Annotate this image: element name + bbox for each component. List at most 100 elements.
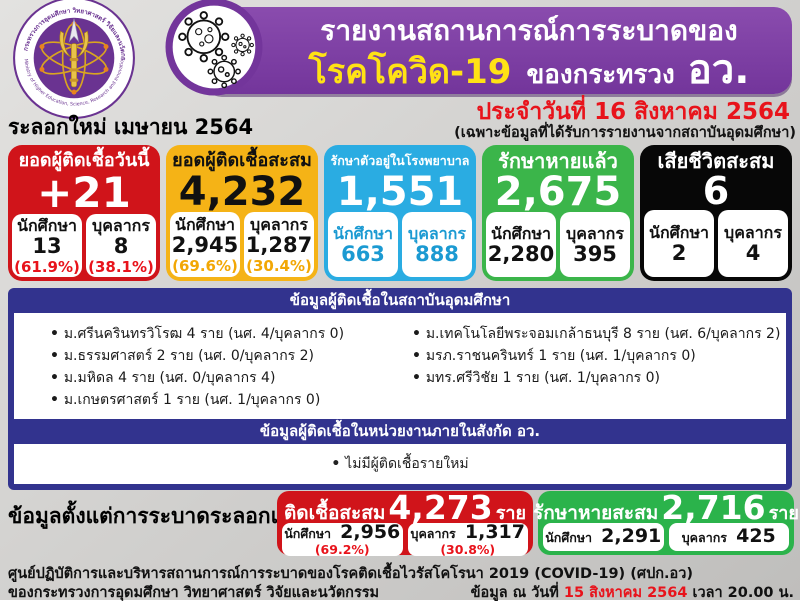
no-new-cases-note: ไม่มีผู้ติดเชื้อรายใหม่	[331, 453, 468, 475]
card-value: 4,232	[178, 169, 306, 215]
staff-box: บุคลากร 888	[402, 212, 472, 277]
badge-value: 4,273	[388, 488, 493, 527]
card-recovered: รักษาหายแล้ว 2,675 นักศึกษา 2,280 บุคลาก…	[482, 145, 634, 281]
list-item: มทร.ศรีวิชัย 1 ราย (นศ. 1/บุคลากร 0)	[412, 367, 774, 389]
students-label: นักศึกษา	[545, 530, 593, 546]
card-value: 1,551	[336, 169, 464, 215]
students-value: 2,291	[601, 525, 662, 548]
staff-box: บุคลากร 425	[668, 523, 789, 551]
list-item: ม.ธรรมศาสตร์ 2 ราย (นศ. 0/บุคลากร 2)	[50, 345, 412, 367]
students-label: นักศึกษา	[284, 526, 332, 541]
students-value: 663	[341, 241, 385, 266]
footer-data-asof: ข้อมูล ณ วันที่ 15 สิงหาคม 2564 เวลา 20.…	[471, 581, 794, 604]
students-value: 2	[671, 240, 687, 265]
agencies-panel-title: ข้อมูลผู้ติดเชื้อในหน่วยงานภายในสังกัด อ…	[259, 422, 541, 440]
staff-label: บุคลากร	[566, 223, 624, 243]
staff-value: 888	[415, 241, 459, 266]
students-label: นักศึกษา	[175, 214, 235, 234]
of-ministry-text: ของกระทรวง	[526, 60, 675, 90]
card-subboxes: นักศึกษา 2,945 (69.6%) บุคลากร 1,287 (30…	[170, 212, 314, 277]
students-label: นักศึกษา	[491, 223, 551, 243]
list-item: ม.เทคโนโลยีพระจอมเกล้าธนบุรี 8 ราย (นศ. …	[412, 323, 781, 345]
details-panel: ข้อมูลผู้ติดเชื้อในสถาบันอุดมศึกษา ม.ศรี…	[8, 288, 792, 490]
badge-title: รักษาหายสะสม	[533, 502, 659, 524]
card-subboxes: นักศึกษา 663 บุคลากร 888	[328, 212, 472, 277]
badge-value: 2,716	[661, 488, 766, 527]
staff-box: บุคลากร 8 (38.1%)	[86, 214, 156, 277]
card-value: 2,675	[494, 169, 622, 215]
card-value: 6	[702, 169, 730, 213]
staff-value: 1,317	[464, 521, 525, 543]
students-label: นักศึกษา	[333, 223, 393, 243]
title-line2: โรคโควิด-19 ของกระทรวง อว.	[276, 49, 782, 99]
card-title: ยอดผู้ติดเชื้อวันนี้	[18, 150, 150, 171]
students-percent: (61.9%)	[14, 257, 80, 276]
staff-line: บุคลากร 425	[681, 525, 776, 548]
students-box: นักศึกษา 13 (61.9%)	[12, 214, 82, 277]
students-label: นักศึกษา	[649, 222, 709, 242]
badge-title-row: รักษาหายสะสม 2,716 ราย	[533, 488, 799, 527]
staff-percent: (38.1%)	[88, 257, 154, 276]
staff-value: 395	[573, 241, 617, 266]
students-value: 2,280	[487, 241, 555, 266]
universities-list-right: ม.เทคโนโลยีพระจอมเกล้าธนบุรี 8 ราย (นศ. …	[412, 323, 781, 419]
students-box: นักศึกษา 2,945 (69.6%)	[170, 212, 240, 277]
card-subboxes: นักศึกษา 2 บุคลากร 4	[644, 210, 788, 277]
footer-org-line2: ของกระทรวงการอุดมศึกษา วิทยาศาสตร์ วิจัย…	[8, 585, 380, 601]
universities-list: ม.ศรีนครินทรวิโรฒ 4 ราย (นศ. 4/บุคลากร 0…	[14, 313, 786, 419]
card-subboxes: นักศึกษา 13 (61.9%) บุคลากร 8 (38.1%)	[12, 214, 156, 277]
asof-prefix: ข้อมูล ณ วันที่	[470, 585, 564, 601]
students-percent: (69.6%)	[172, 256, 238, 275]
staff-box: บุคลากร 1,317 (30.8%)	[407, 521, 528, 556]
report-subtitle: (เฉพาะข้อมูลที่ได้รับการรายงานจากสถาบันอ…	[454, 125, 796, 141]
students-box: นักศึกษา 2	[644, 210, 714, 277]
badge-subboxes: นักศึกษา 2,291 บุคลากร 425	[543, 523, 789, 551]
title-banner: รายงานสถานการณ์การระบาดของ โรคโควิด-19 ข…	[204, 7, 792, 94]
students-box: นักศึกษา 2,956 (69.2%)	[282, 522, 403, 557]
staff-value: 425	[736, 525, 776, 548]
virus-icon-graphic	[165, 0, 263, 96]
badge-unit: ราย	[495, 503, 527, 524]
card-subboxes: นักศึกษา 2,280 บุคลากร 395	[486, 212, 630, 277]
students-box: นักศึกษา 2,291	[543, 523, 664, 551]
students-label: นักศึกษา	[17, 215, 77, 235]
agencies-note-box: ไม่มีผู้ติดเชื้อรายใหม่	[14, 444, 786, 484]
universities-panel-title: ข้อมูลผู้ติดเชื้อในสถาบันอุดมศึกษา	[289, 291, 511, 309]
first-wave-recovered-badge: รักษาหายสะสม 2,716 ราย นักศึกษา 2,291 บุ…	[533, 488, 799, 555]
list-item: ม.เกษตรศาสตร์ 1 ราย (นศ. 1/บุคลากร 0)	[50, 389, 412, 411]
asof-suffix: เวลา 20.00 น.	[687, 585, 794, 601]
title-line1: รายงานสถานการณ์การระบาดของ	[320, 14, 738, 47]
card-new-cases-today: ยอดผู้ติดเชื้อวันนี้ +21 นักศึกษา 13 (61…	[8, 145, 160, 281]
list-item: ม.มหิดล 4 ราย (นศ. 0/บุคลากร 4)	[50, 367, 412, 389]
card-title: ยอดผู้ติดเชื้อสะสม	[172, 150, 312, 171]
students-line: นักศึกษา 2,956	[284, 522, 400, 543]
staff-label: บุคลากร	[408, 223, 466, 243]
report-date: ประจำวันที่ 16 สิงหาคม 2564	[476, 99, 790, 125]
virus-icon	[165, 0, 263, 96]
students-box: นักศึกษา 663	[328, 212, 398, 277]
mhesi-logo-graphic: กระทรวงการอุดมศึกษา วิทยาศาสตร์ วิจัยและ…	[10, 0, 135, 119]
first-wave-label: ข้อมูลตั้งแต่การระบาดระลอกแรก	[8, 504, 309, 528]
staff-value: 1,287	[245, 232, 313, 257]
students-percent: (69.2%)	[314, 541, 370, 557]
staff-label: บุคลากร	[92, 215, 150, 235]
card-title: รักษาหายแล้ว	[498, 149, 618, 173]
trident-icon	[59, 18, 89, 88]
universities-list-left: ม.ศรีนครินทรวิโรฒ 4 ราย (นศ. 4/บุคลากร 0…	[50, 323, 412, 419]
staff-value: 8	[113, 233, 129, 258]
staff-box: บุคลากร 395	[560, 212, 630, 277]
staff-box: บุคลากร 4	[718, 210, 788, 277]
staff-label: บุคลากร	[410, 526, 456, 541]
students-line: นักศึกษา 2,291	[545, 525, 662, 548]
staff-percent: (30.4%)	[246, 256, 312, 275]
students-box: นักศึกษา 2,280	[486, 212, 556, 277]
card-deaths: เสียชีวิตสะสม 6 นักศึกษา 2 บุคลากร 4	[640, 145, 792, 281]
atom-electrons	[39, 21, 109, 95]
staff-label: บุคลากร	[250, 214, 308, 234]
footer-org-line1: ศูนย์ปฏิบัติการและบริหารสถานการณ์การระบา…	[8, 566, 694, 582]
staff-box: บุคลากร 1,287 (30.4%)	[244, 212, 314, 277]
staff-line: บุคลากร 1,317	[410, 521, 525, 543]
staff-label: บุคลากร	[681, 530, 727, 546]
mhesi-logo: กระทรวงการอุดมศึกษา วิทยาศาสตร์ วิจัยและ…	[10, 0, 136, 120]
